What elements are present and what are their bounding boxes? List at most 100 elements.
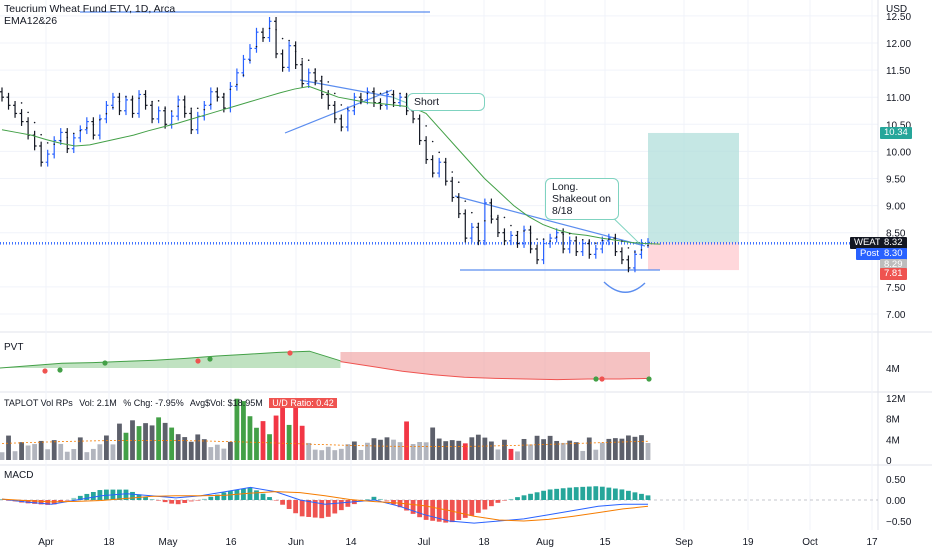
volume-bar bbox=[560, 442, 566, 460]
macd-histogram-bar bbox=[384, 500, 390, 502]
ema-fast-dot bbox=[347, 108, 349, 110]
candle bbox=[150, 100, 155, 124]
candle bbox=[437, 157, 442, 178]
ema-fast-dot bbox=[138, 97, 140, 99]
candle bbox=[58, 128, 63, 145]
macd-histogram-bar bbox=[234, 489, 240, 500]
volume-bar bbox=[345, 444, 351, 460]
macd-histogram-bar bbox=[410, 500, 416, 514]
macd-histogram-bar bbox=[84, 493, 90, 500]
ema-fast-dot bbox=[288, 39, 290, 42]
post-label-tag: Post bbox=[856, 248, 884, 260]
ema-fast-dot bbox=[255, 45, 258, 48]
volume-bar bbox=[6, 435, 11, 460]
ema-fast-dot bbox=[99, 119, 101, 121]
price-tick-label: 9.00 bbox=[886, 202, 906, 213]
volume-bar bbox=[502, 439, 507, 460]
pvt-signal-dot bbox=[599, 376, 605, 382]
candle bbox=[352, 92, 357, 116]
price-tick-label: 9.50 bbox=[886, 175, 906, 186]
volume-bar bbox=[606, 438, 612, 460]
macd-histogram-bar bbox=[221, 492, 227, 500]
volume-bar bbox=[404, 421, 409, 460]
ema-fast-dot bbox=[301, 58, 303, 60]
volume-bar bbox=[201, 439, 207, 460]
candle bbox=[476, 222, 481, 246]
candle bbox=[84, 117, 89, 135]
macd-histogram-bar bbox=[521, 495, 527, 500]
last-price-tag: 8.32 bbox=[880, 237, 907, 249]
macd-histogram-bar bbox=[123, 489, 129, 500]
candle bbox=[156, 106, 161, 124]
ema-fast-dot bbox=[131, 98, 134, 100]
post-price-tag: 8.30 bbox=[880, 248, 907, 260]
candle bbox=[567, 236, 572, 254]
volume-bar bbox=[123, 432, 129, 460]
volume-bar bbox=[32, 444, 38, 460]
pvt-pane bbox=[0, 350, 652, 382]
candle bbox=[97, 114, 102, 140]
candle bbox=[6, 92, 11, 110]
ema-fast-dot bbox=[236, 83, 238, 86]
ema-fast-dot bbox=[242, 74, 245, 76]
candle bbox=[169, 111, 174, 129]
macd-histogram-bar bbox=[430, 500, 436, 521]
ema-fast-dot bbox=[608, 238, 610, 240]
macd-histogram-bar bbox=[149, 499, 155, 500]
volume-bar bbox=[38, 440, 44, 460]
ema-fast-dot bbox=[366, 92, 369, 95]
macd-histogram-bar bbox=[515, 497, 520, 500]
macd-tick-label: 0.50 bbox=[886, 475, 906, 486]
macd-histogram-bar bbox=[143, 496, 148, 500]
taplot-vol: Vol: 2.1M bbox=[79, 398, 117, 408]
volume-bar bbox=[149, 425, 155, 460]
ema-fast-dot bbox=[523, 230, 525, 232]
macd-histogram-bar bbox=[175, 500, 181, 505]
candle bbox=[163, 106, 168, 129]
volume-bar bbox=[417, 441, 423, 460]
volume-bar bbox=[208, 447, 214, 460]
candle bbox=[13, 100, 18, 118]
candle bbox=[404, 92, 409, 116]
macd-histogram-bar bbox=[612, 488, 618, 500]
short-annotation[interactable]: Short bbox=[407, 93, 485, 111]
macd-histogram-bar bbox=[560, 488, 566, 500]
ema-fast-dot bbox=[555, 236, 558, 238]
ema-fast-dot bbox=[621, 240, 623, 242]
volume-bar bbox=[162, 422, 168, 460]
long-annotation[interactable]: Long. Shakeout on 8/18 bbox=[545, 178, 619, 220]
volume-bar bbox=[488, 441, 494, 460]
ema-fast-dot bbox=[568, 232, 571, 235]
volume-bar bbox=[410, 444, 416, 460]
pvt-signal-dot bbox=[57, 367, 63, 373]
time-tick-label: May bbox=[159, 537, 178, 548]
candle bbox=[489, 198, 494, 224]
ema-fast-dot bbox=[562, 233, 564, 236]
candle bbox=[430, 155, 435, 178]
ema-fast-dot bbox=[190, 107, 193, 110]
macd-histogram-bar bbox=[332, 500, 338, 514]
candle bbox=[65, 128, 70, 154]
ema-fast-dot bbox=[203, 108, 206, 111]
macd-histogram-bar bbox=[619, 489, 625, 500]
price-tick-label: 11.00 bbox=[886, 93, 911, 104]
macd-histogram-bar bbox=[567, 487, 573, 500]
ema-fast-dot bbox=[275, 28, 277, 31]
volume-bar bbox=[567, 440, 573, 460]
volume-bar bbox=[77, 437, 83, 460]
ema-fast-dot bbox=[497, 216, 499, 219]
candle bbox=[143, 90, 148, 110]
price-axis: 12.50 12.00 11.50 11.00 10.50 10.00 9.50 9.00 8.… bbox=[886, 12, 912, 528]
volume-bar bbox=[586, 437, 592, 460]
macd-histogram-bar bbox=[64, 500, 70, 501]
macd-histogram-bar bbox=[6, 500, 11, 501]
macd-histogram-bar bbox=[488, 500, 494, 507]
volume-bar bbox=[110, 444, 116, 460]
volume-bar bbox=[515, 451, 520, 460]
candle bbox=[306, 68, 311, 88]
macd-histogram-bar bbox=[169, 500, 175, 504]
macd-histogram-bar bbox=[482, 500, 488, 510]
volume-bar bbox=[358, 449, 364, 460]
volume-bar bbox=[508, 448, 514, 460]
